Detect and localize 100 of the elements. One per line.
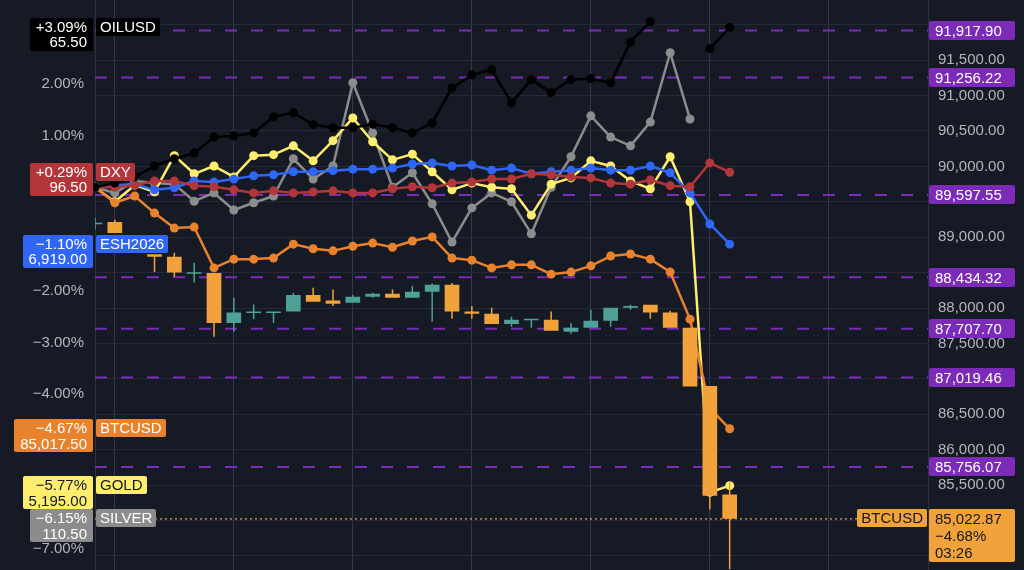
point [407, 159, 417, 169]
point [645, 161, 655, 171]
candlestick [643, 304, 658, 319]
point [308, 120, 318, 130]
point [308, 187, 318, 197]
text: BTCUSD [96, 419, 166, 438]
text: −5.77% 5,195.00 [22, 476, 93, 510]
point [546, 88, 556, 98]
point [229, 185, 239, 195]
candlestick [623, 304, 638, 310]
point [150, 161, 159, 171]
text: +3.09% 65.50 [29, 17, 93, 51]
point [189, 181, 199, 191]
ref-line-label: 88,434.32 [929, 267, 1015, 287]
point [487, 65, 497, 75]
point [705, 158, 715, 168]
point [427, 232, 437, 242]
point [189, 222, 199, 232]
y2-tick-label: 86,500.00 [938, 404, 1005, 422]
candlestick [563, 322, 579, 334]
legend-label: ESH2026 [96, 234, 169, 253]
point [308, 244, 318, 254]
point [507, 197, 516, 207]
point [249, 171, 259, 181]
legend-label: DXY [96, 162, 135, 181]
point [586, 111, 596, 121]
point [169, 223, 179, 233]
point [209, 182, 219, 192]
point [586, 163, 596, 173]
point [269, 253, 278, 263]
candlestick [286, 292, 301, 312]
candlestick [583, 309, 599, 328]
y-tick-label: −2.00% [32, 280, 84, 298]
point [606, 178, 616, 188]
candlestick [325, 289, 341, 306]
point [427, 158, 437, 168]
point [665, 48, 675, 58]
point [288, 167, 298, 177]
point [368, 119, 378, 129]
y2-tick-label: 90,500.00 [938, 121, 1005, 139]
point [487, 182, 497, 192]
point [368, 128, 378, 138]
point [288, 188, 298, 198]
point [526, 75, 536, 85]
point [249, 198, 259, 208]
point [606, 78, 616, 88]
point [249, 151, 259, 161]
point [685, 182, 695, 192]
candlestick [543, 311, 559, 331]
legend-label: GOLD [96, 476, 147, 495]
point [566, 75, 576, 85]
text: −4.67% 85,017.50 [14, 419, 93, 453]
y2-tick-label: 86,000.00 [938, 439, 1005, 457]
candlestick [226, 297, 242, 332]
ref-line-label: 87,019.46 [929, 367, 1015, 387]
point [368, 238, 378, 248]
point [586, 156, 596, 166]
point [348, 188, 358, 198]
point [685, 314, 695, 324]
candlestick [305, 287, 321, 302]
point [606, 132, 616, 142]
point [209, 263, 219, 273]
candlestick [167, 252, 182, 277]
point [189, 196, 199, 206]
point [288, 239, 298, 249]
point [407, 128, 417, 138]
point [665, 267, 675, 277]
point [269, 170, 278, 180]
point [348, 113, 358, 123]
ref-line-label: 89,597.55 [929, 185, 1015, 205]
point [487, 263, 497, 273]
candlestick [464, 305, 480, 319]
point [388, 123, 397, 133]
text: −1.10% 6,919.00 [22, 234, 93, 268]
point [487, 165, 497, 175]
y2-tick-label: 88,000.00 [938, 298, 1005, 316]
point [427, 118, 437, 128]
candlestick [186, 262, 202, 283]
point [249, 254, 259, 264]
y-tick-label: 1.00% [41, 125, 84, 143]
point [467, 160, 477, 170]
y2-tick-label: 90,000.00 [938, 156, 1005, 174]
point [626, 141, 635, 151]
point [348, 123, 358, 133]
point [229, 131, 239, 141]
point [209, 132, 219, 142]
point [130, 191, 140, 201]
point [626, 165, 635, 175]
ref-line-label: 85,756.07 [929, 457, 1015, 477]
point [566, 267, 576, 277]
point [328, 123, 338, 133]
point [229, 205, 239, 215]
legend-label: SILVER [96, 509, 157, 528]
point [645, 117, 655, 127]
point [566, 152, 576, 162]
point [368, 188, 378, 198]
point [725, 239, 735, 249]
point [150, 208, 159, 218]
candlestick [603, 307, 619, 327]
point [645, 175, 655, 185]
